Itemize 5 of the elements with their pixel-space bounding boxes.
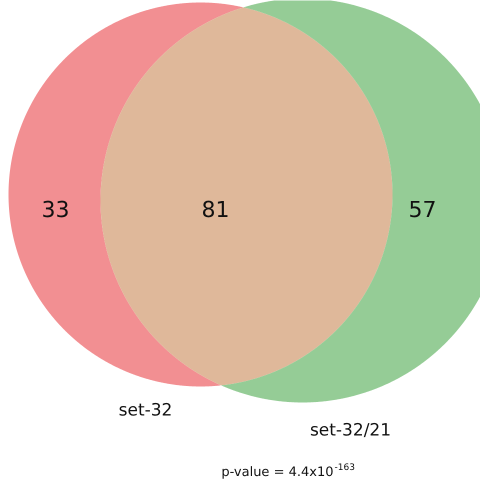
data-label: 57 — [408, 198, 437, 223]
data-label: 81 — [202, 198, 230, 223]
text: set-32/21 — [310, 420, 392, 440]
text: set-32 — [118, 400, 172, 420]
data-label: 33 — [42, 198, 70, 223]
